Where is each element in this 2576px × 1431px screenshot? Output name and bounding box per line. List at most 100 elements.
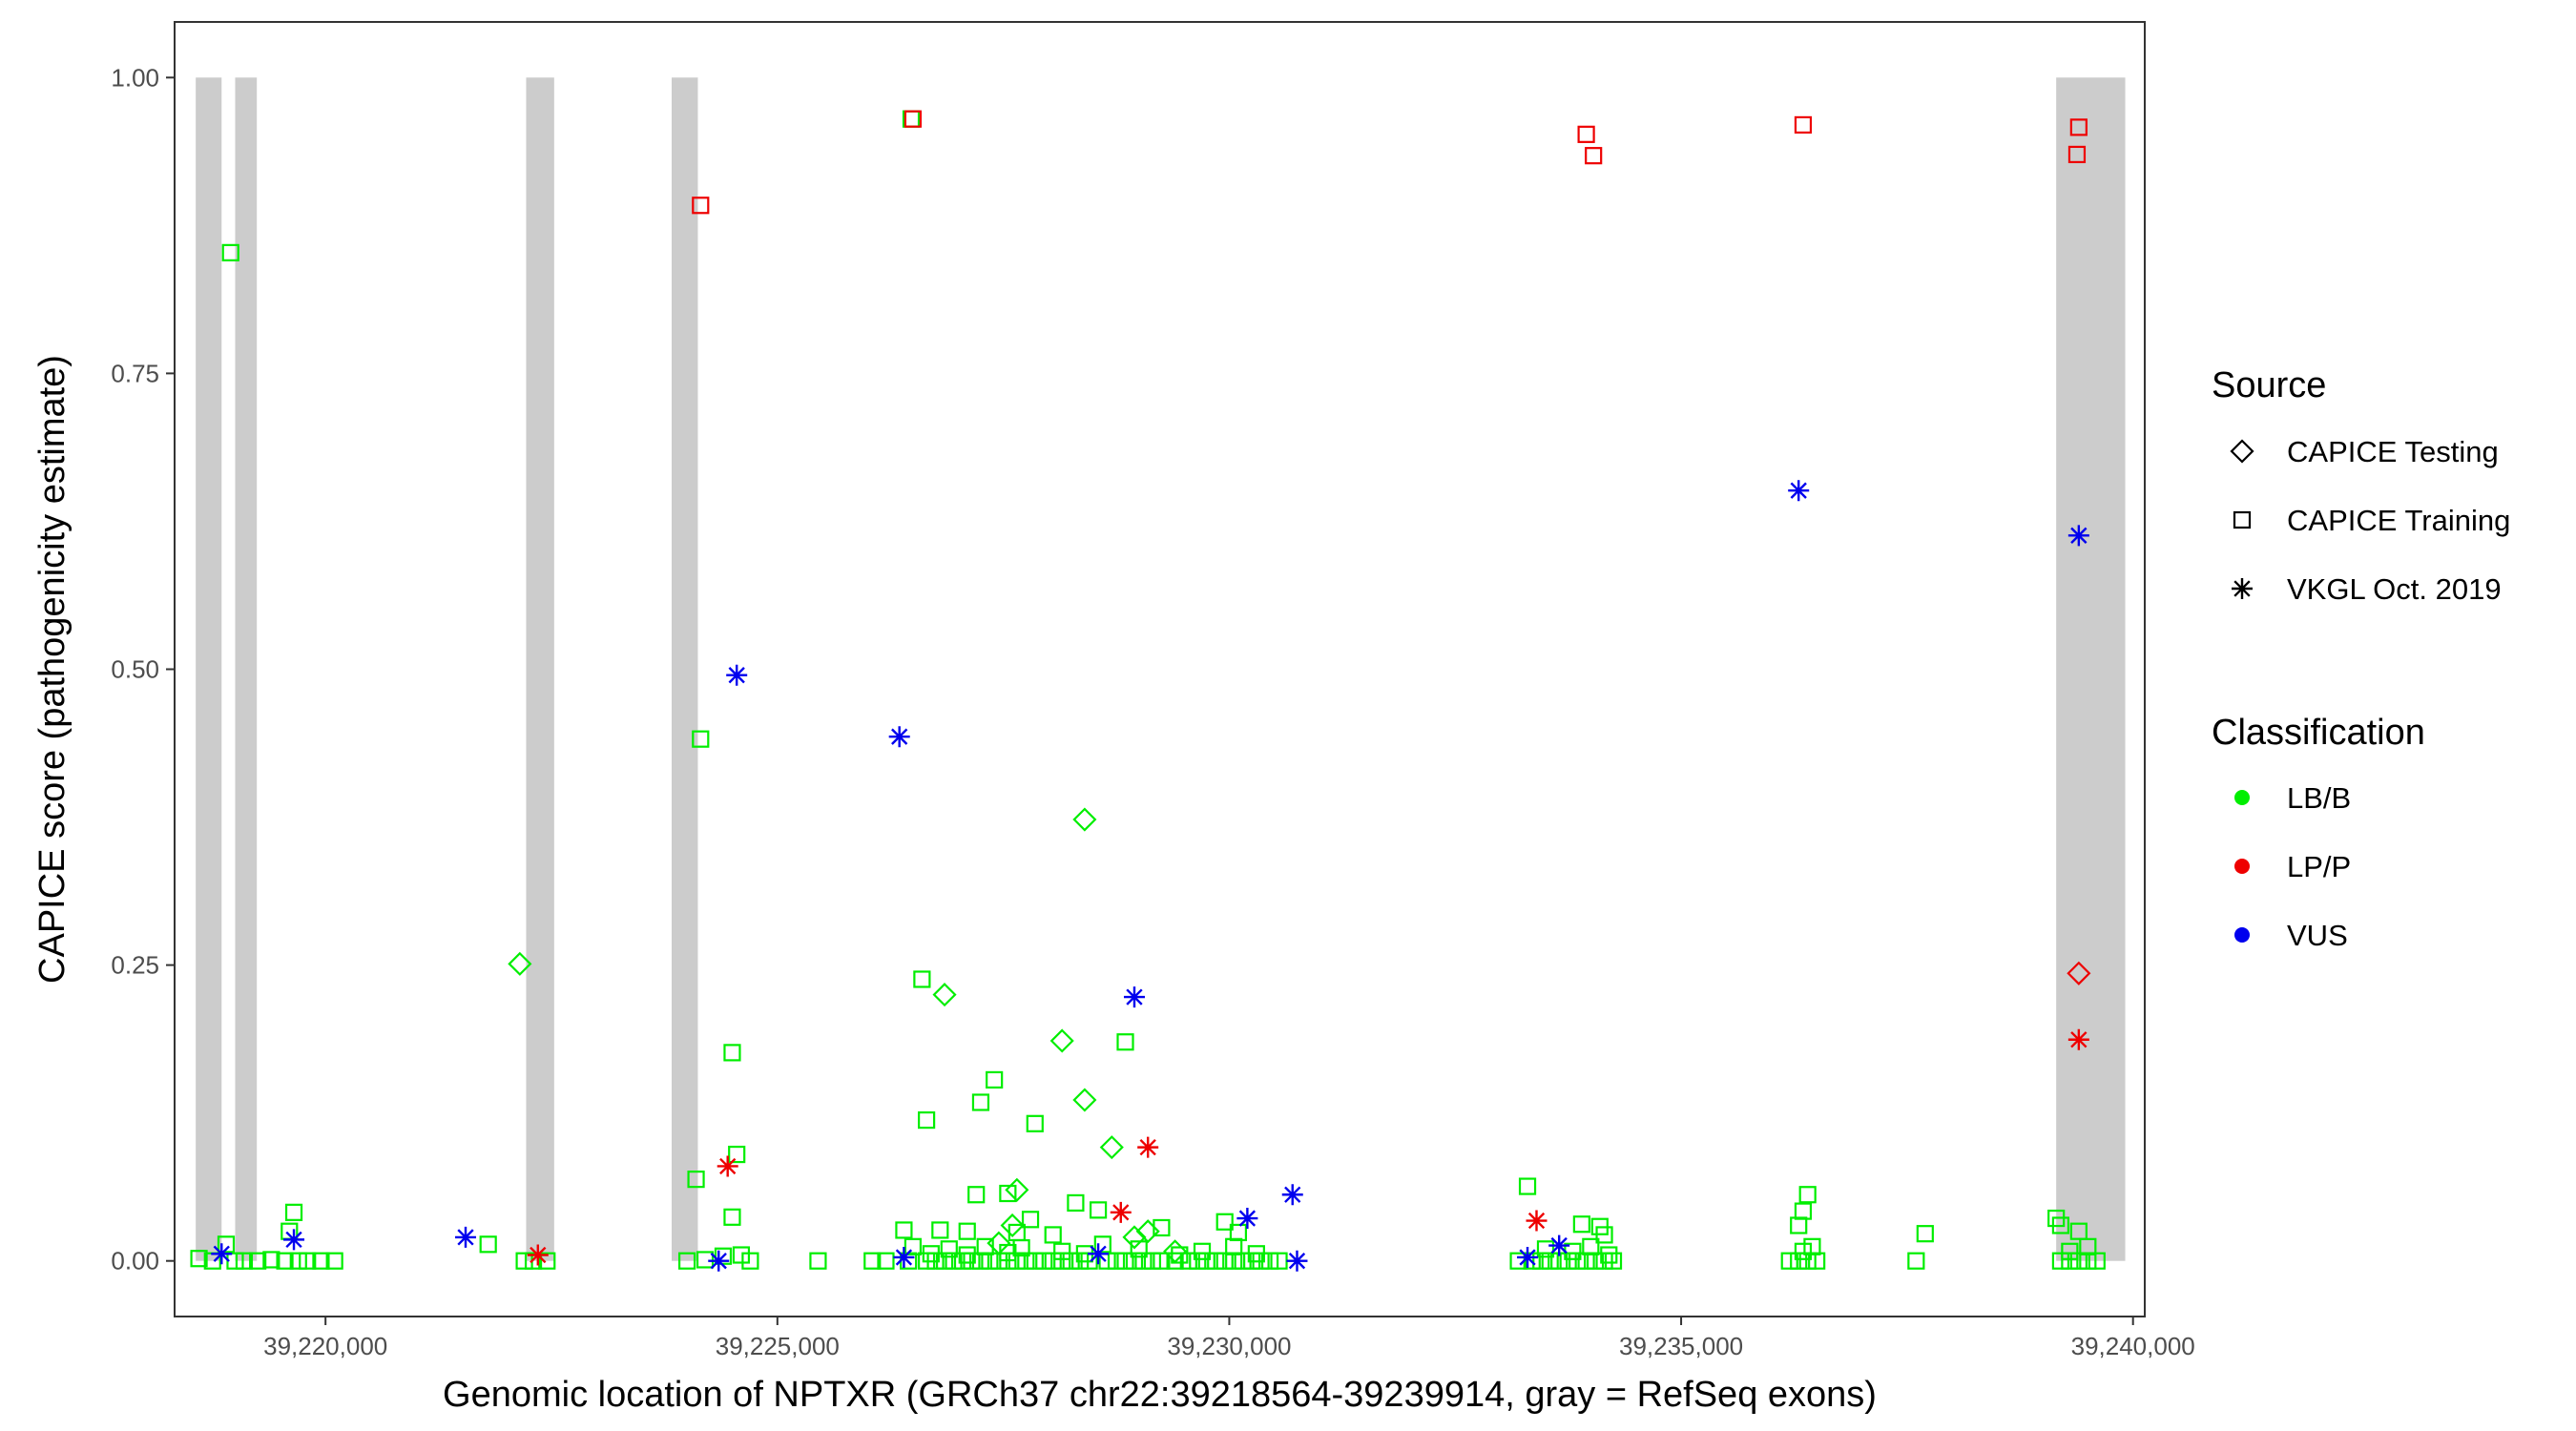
data-point: [904, 110, 923, 128]
data-point: [895, 1221, 913, 1239]
data-point: [1072, 1088, 1097, 1112]
data-point: [913, 970, 931, 988]
data-point: [1215, 1213, 1234, 1231]
data-point: [1049, 1028, 1074, 1053]
data-point: [1107, 1252, 1126, 1270]
data-point: [262, 1251, 280, 1269]
data-point: [1916, 1225, 1934, 1243]
data-point: [1153, 1252, 1171, 1270]
data-point: [1582, 1237, 1600, 1255]
legend-source-title: Source: [2212, 365, 2326, 405]
data-point: [1000, 1213, 1025, 1238]
data-point: [2069, 118, 2088, 136]
x-tick-label: 39,225,000: [716, 1332, 840, 1360]
data-point: [940, 1240, 958, 1258]
data-point: [235, 1252, 254, 1270]
data-point: [1225, 1252, 1243, 1270]
legend-key-dot: [2234, 790, 2250, 805]
legend-source-label: VKGL Oct. 2019: [2287, 572, 2502, 606]
data-point: [1215, 1252, 1234, 1270]
data-point: [1585, 147, 1603, 165]
data-point: [677, 1252, 696, 1270]
data-point: [692, 197, 710, 215]
y-axis: 0.00 0.25 0.50 0.75 1.00: [111, 63, 175, 1275]
data-point: [1193, 1242, 1212, 1260]
data-point: [1229, 1223, 1248, 1242]
data-point: [1072, 807, 1097, 832]
data-point: [1780, 1252, 1798, 1270]
data-point: [2051, 1252, 2070, 1270]
data-point: [1137, 1136, 1159, 1158]
data-point: [2061, 1252, 2079, 1270]
x-tick-label: 39,230,000: [1167, 1332, 1291, 1360]
data-point: [1116, 1252, 1134, 1270]
data-point: [726, 664, 748, 686]
data-point: [2067, 961, 2091, 985]
data-point: [2067, 525, 2089, 547]
data-point: [1236, 1208, 1258, 1230]
legend-key-asterisk: [2232, 578, 2253, 599]
data-point: [1225, 1237, 1243, 1255]
data-point: [1044, 1226, 1062, 1244]
data-point: [1122, 1225, 1147, 1250]
data-point: [1798, 1252, 1817, 1270]
data-point: [692, 730, 710, 748]
y-tick-label: 0.00: [111, 1247, 159, 1275]
data-point: [1286, 1250, 1308, 1272]
data-point: [2067, 145, 2087, 164]
data-point: [1189, 1252, 1207, 1270]
data-point: [1577, 1252, 1595, 1270]
data-point: [893, 1246, 915, 1268]
x-tick-label: 39,235,000: [1619, 1332, 1743, 1360]
data-point: [289, 1252, 307, 1270]
data-point: [1035, 1252, 1053, 1270]
data-point: [312, 1252, 330, 1270]
data-point: [1171, 1246, 1189, 1264]
data-point: [479, 1235, 497, 1254]
data-point: [2067, 1028, 2089, 1050]
data-point: [728, 1145, 746, 1164]
y-axis-title: CAPICE score (pathogenicity estimate): [32, 355, 73, 984]
data-point: [1808, 1252, 1826, 1270]
legend-source-label: CAPICE Training: [2287, 504, 2510, 537]
legend-key-diamond: [2230, 439, 2254, 464]
data-point: [1089, 1201, 1108, 1219]
data-point: [958, 1222, 976, 1240]
data-point: [527, 1244, 549, 1266]
data-point: [1163, 1239, 1188, 1264]
data-point: [971, 1093, 990, 1111]
legend-classification-label: LP/P: [2287, 850, 2351, 883]
data-point: [1130, 1240, 1148, 1258]
data-point: [1281, 1184, 1303, 1206]
data-point: [1541, 1252, 1559, 1270]
data-point: [999, 1184, 1017, 1203]
data-point: [696, 1251, 715, 1269]
data-point: [945, 1252, 963, 1270]
data-point: [1005, 1177, 1029, 1202]
data-point: [2061, 1242, 2079, 1260]
data-point: [1517, 1246, 1539, 1268]
data-point: [1135, 1219, 1160, 1244]
data-point: [1197, 1252, 1215, 1270]
y-tick-label: 0.75: [111, 359, 159, 387]
exon-band-2: [235, 77, 258, 1261]
legend-source-label: CAPICE Testing: [2287, 435, 2499, 468]
data-point: [1526, 1210, 1548, 1232]
legend-key-square: [2233, 510, 2252, 529]
data-point: [1110, 1201, 1132, 1223]
data-point: [888, 726, 910, 748]
data-point: [2088, 1252, 2106, 1270]
data-point: [1568, 1252, 1587, 1270]
y-tick-label: 1.00: [111, 63, 159, 92]
data-point: [986, 1070, 1004, 1089]
data-point: [283, 1229, 305, 1251]
x-tick-label: 39,220,000: [263, 1332, 387, 1360]
data-point: [1803, 1237, 1821, 1255]
data-point: [732, 1246, 751, 1264]
data-point: [1586, 1252, 1605, 1270]
data-point: [1053, 1242, 1071, 1260]
data-point: [1247, 1245, 1265, 1263]
x-axis: 39,220,000 39,225,000 39,230,000 39,235,000…: [263, 1317, 2195, 1360]
data-point: [1577, 125, 1595, 143]
data-point: [1559, 1252, 1577, 1270]
